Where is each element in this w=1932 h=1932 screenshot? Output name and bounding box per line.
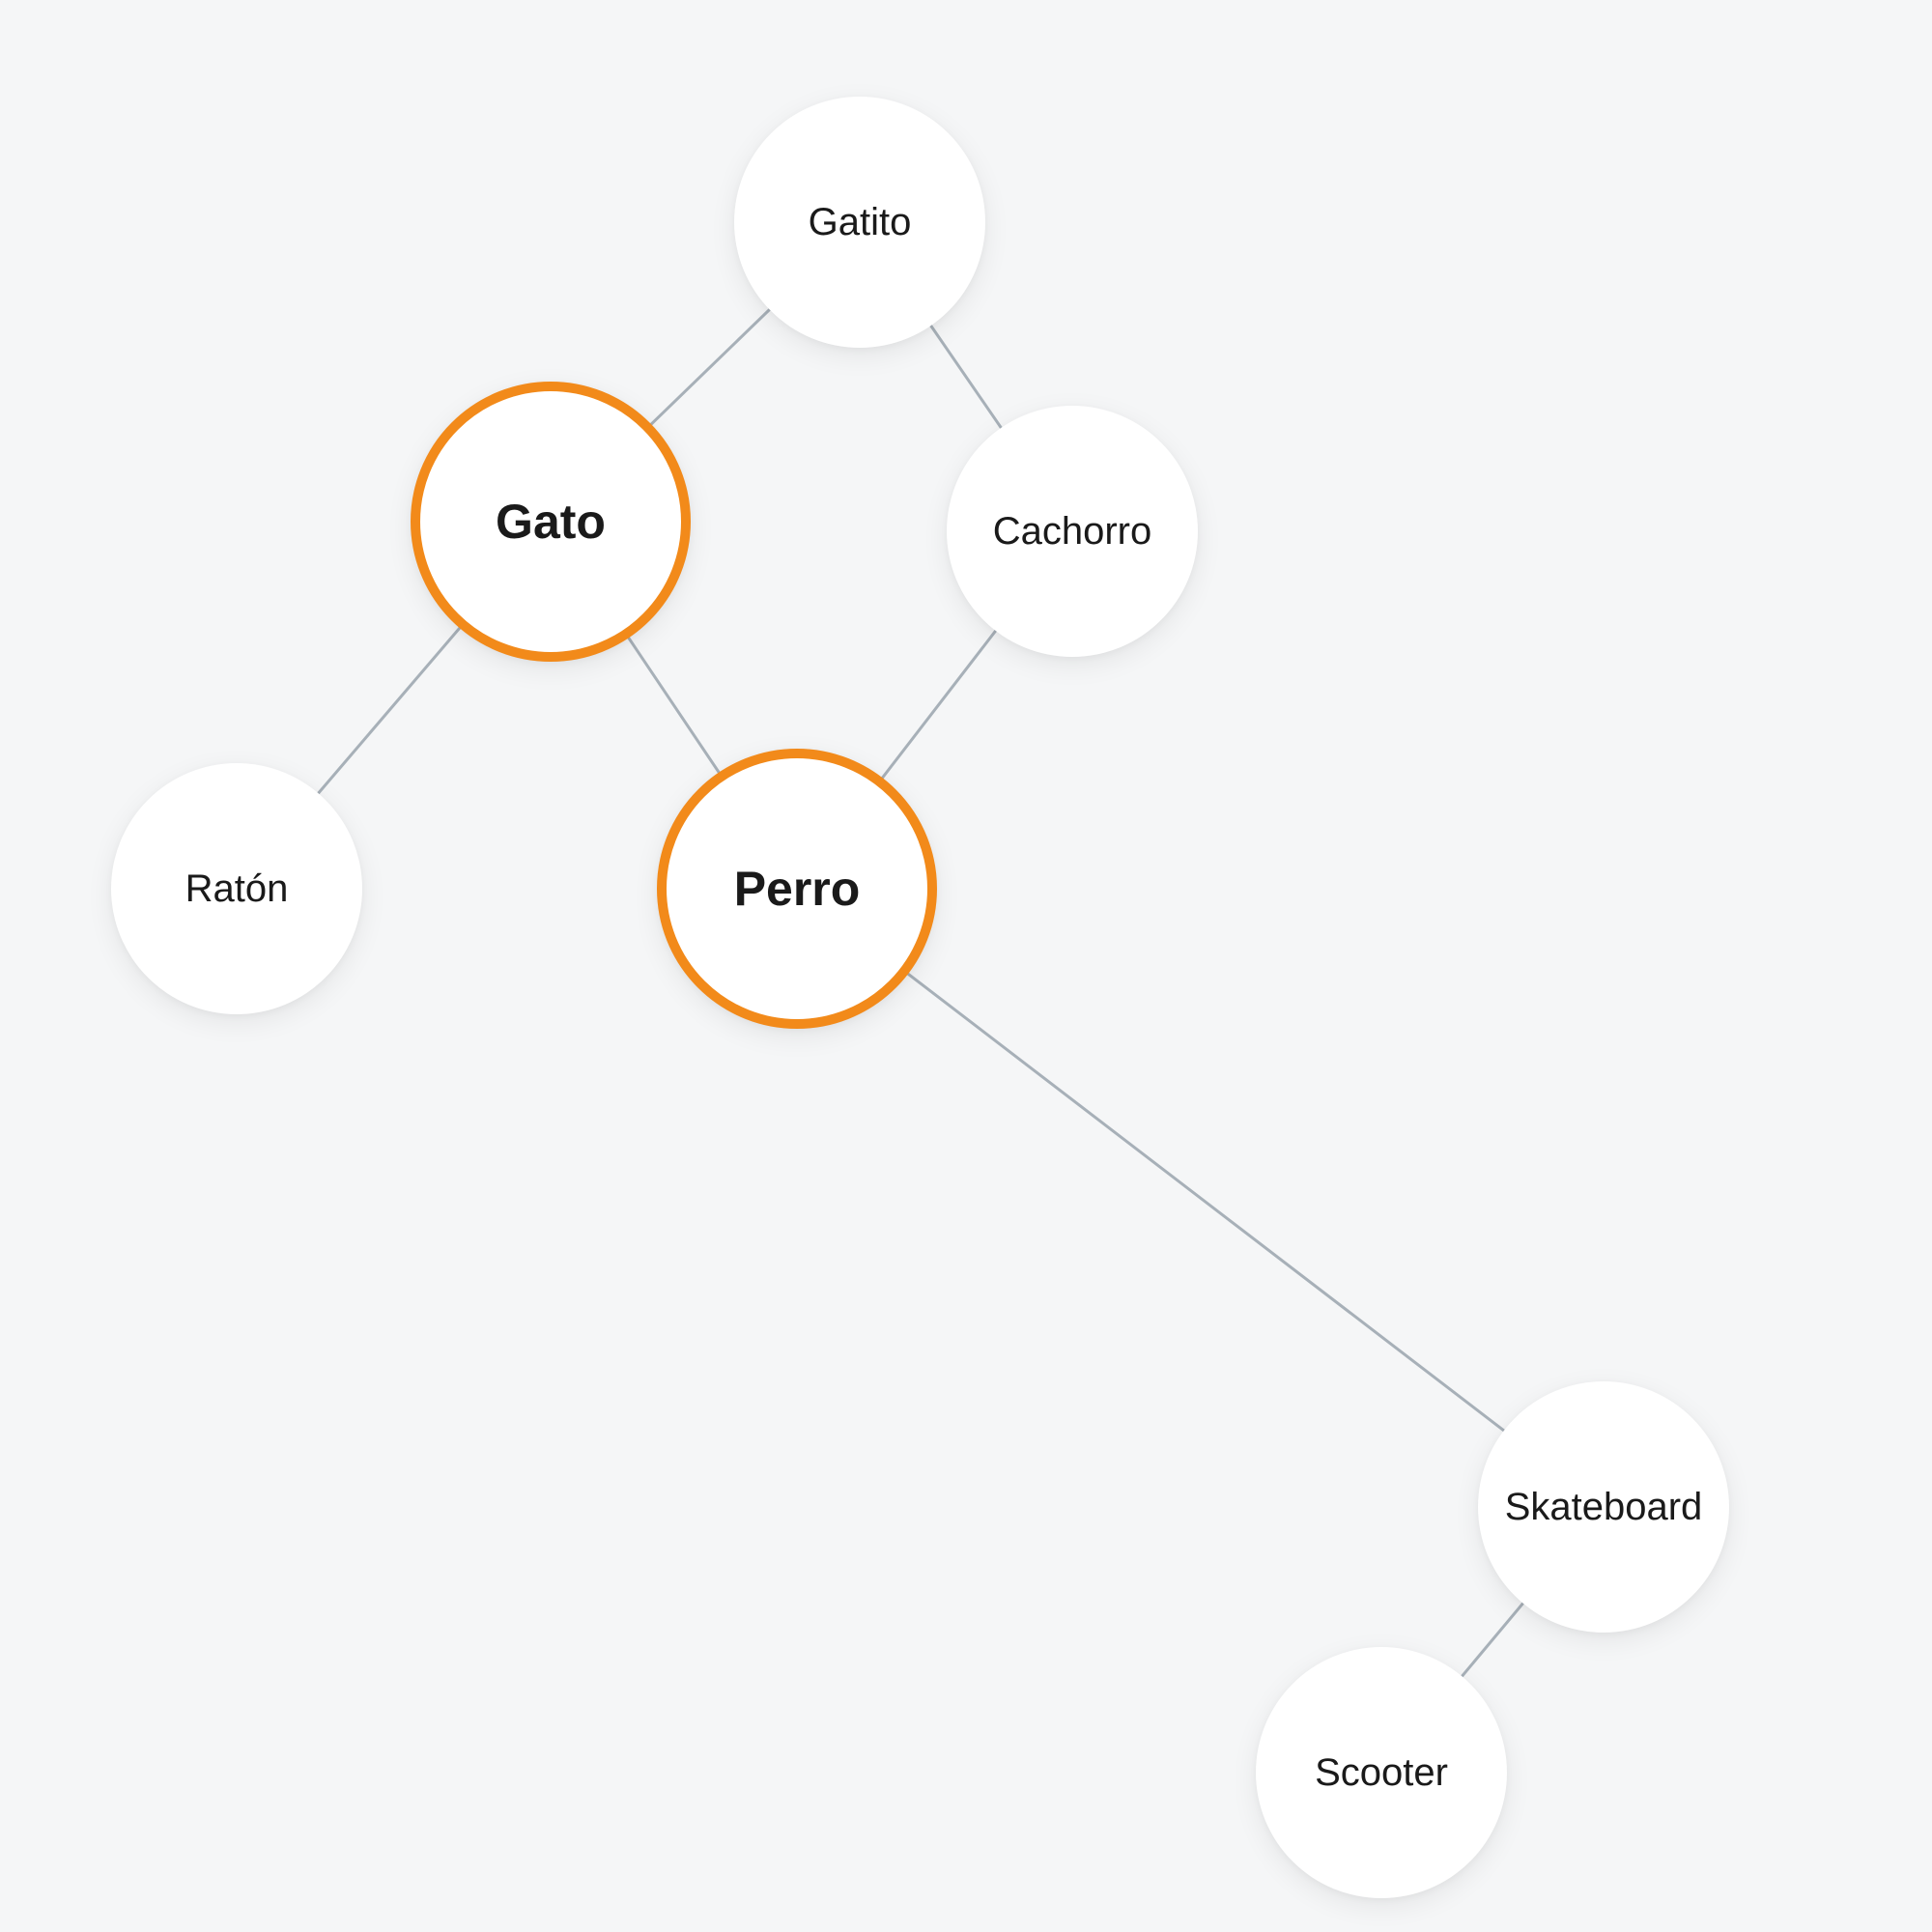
node-gatito[interactable]: Gatito [734, 97, 985, 348]
node-scooter[interactable]: Scooter [1256, 1647, 1507, 1898]
edge-perro-skateboard [797, 889, 1604, 1507]
node-gato[interactable]: Gato [411, 382, 691, 662]
node-label: Perro [734, 863, 861, 916]
node-skateboard[interactable]: Skateboard [1478, 1381, 1729, 1633]
node-label: Scooter [1315, 1751, 1448, 1794]
node-raton[interactable]: Ratón [111, 763, 362, 1014]
node-label: Ratón [185, 867, 289, 910]
node-label: Cachorro [993, 510, 1152, 553]
node-label: Gato [496, 496, 606, 549]
node-perro[interactable]: Perro [657, 749, 937, 1029]
node-label: Gatito [809, 201, 912, 243]
diagram-canvas: Gatito Gato Cachorro Ratón Perro Skateboard Sc… [0, 0, 1932, 1932]
node-cachorro[interactable]: Cachorro [947, 406, 1198, 657]
node-label: Skateboard [1505, 1486, 1703, 1528]
